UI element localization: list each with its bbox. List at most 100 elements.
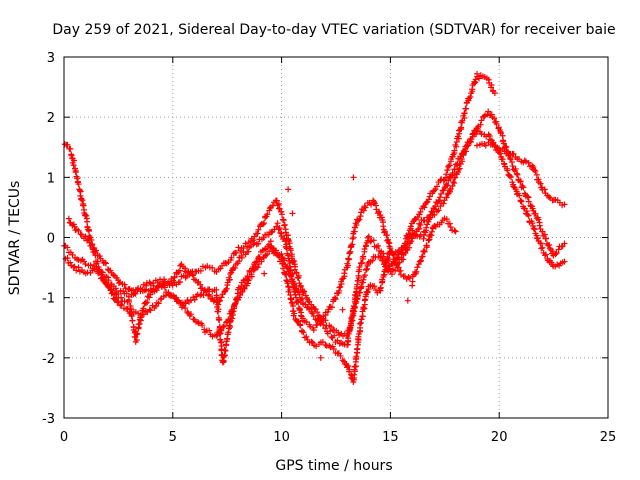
data-point: [537, 180, 544, 187]
data-point: [384, 254, 391, 261]
data-point: [126, 298, 133, 305]
data-point: [292, 291, 299, 298]
data-point: [235, 244, 242, 251]
x-tick-label: 15: [382, 430, 399, 445]
data-point: [434, 183, 441, 190]
data-point: [476, 75, 483, 82]
data-point: [395, 254, 402, 261]
data-point: [495, 124, 502, 131]
data-point: [273, 197, 280, 204]
data-point: [143, 286, 150, 293]
y-axis-title: SDTVAR / TECUs: [7, 181, 23, 296]
data-point: [255, 240, 262, 247]
data-point: [147, 307, 154, 314]
data-point: [189, 272, 196, 279]
data-point: [278, 211, 285, 218]
data-point: [435, 198, 442, 205]
data-point: [228, 254, 235, 261]
outlier-point: [261, 270, 268, 277]
data-point: [336, 284, 343, 291]
data-point: [272, 247, 279, 254]
data-point: [451, 166, 458, 173]
data-point: [75, 227, 82, 234]
data-point: [370, 198, 377, 205]
data-point: [493, 120, 500, 127]
data-point: [443, 171, 450, 178]
data-point: [378, 214, 385, 221]
data-point: [474, 127, 481, 134]
data-point: [375, 242, 382, 249]
data-point: [177, 278, 184, 285]
data-point: [328, 304, 335, 311]
data-point: [337, 283, 344, 290]
data-point: [429, 208, 436, 215]
data-point: [467, 93, 474, 100]
data-point: [122, 285, 129, 292]
data-point: [194, 319, 201, 326]
data-point: [82, 211, 89, 218]
data-point: [353, 298, 360, 305]
data-point: [286, 286, 293, 293]
data-point: [553, 250, 560, 257]
data-point: [360, 304, 367, 311]
data-point: [351, 371, 358, 378]
data-point: [287, 263, 294, 270]
data-point: [513, 170, 520, 177]
data-point: [423, 242, 430, 249]
data-point: [360, 253, 367, 260]
data-point: [407, 223, 414, 230]
data-point: [531, 166, 538, 173]
outlier-point: [317, 354, 324, 361]
grid-lines: [64, 57, 608, 418]
data-point: [358, 259, 365, 266]
data-point: [446, 162, 453, 169]
data-point: [392, 256, 399, 263]
x-tick-label: 5: [169, 430, 177, 445]
data-point: [385, 239, 392, 246]
data-point: [432, 203, 439, 210]
data-point: [238, 254, 245, 261]
data-point: [226, 276, 233, 283]
data-point: [229, 315, 236, 322]
data-point: [376, 208, 383, 215]
data-point: [64, 255, 71, 262]
data-point: [371, 283, 378, 290]
data-point: [289, 271, 296, 278]
data-point: [356, 320, 363, 327]
data-point: [405, 274, 412, 281]
data-point: [75, 181, 82, 188]
data-point: [93, 247, 100, 254]
data-point: [377, 254, 384, 261]
data-point: [474, 142, 481, 149]
data-point: [152, 286, 159, 293]
data-point: [308, 338, 315, 345]
data-point: [232, 264, 239, 271]
data-point: [350, 312, 357, 319]
data-point: [115, 280, 122, 287]
y-tick-label: 0: [47, 232, 55, 247]
data-point: [93, 266, 100, 273]
data-point: [248, 268, 255, 275]
data-point: [287, 267, 294, 274]
data-point: [108, 286, 115, 293]
data-point: [462, 143, 469, 150]
data-point: [318, 316, 325, 323]
data-point: [437, 203, 444, 210]
data-point: [232, 300, 239, 307]
data-point: [245, 248, 252, 255]
data-point: [437, 194, 444, 201]
data-point: [530, 225, 537, 232]
data-point: [443, 181, 450, 188]
data-point: [79, 197, 86, 204]
data-point: [470, 130, 477, 137]
x-tick-label: 25: [600, 430, 617, 445]
data-point: [123, 290, 130, 297]
data-point: [523, 158, 530, 165]
data-point: [539, 244, 546, 251]
data-point: [133, 331, 140, 338]
data-point: [213, 299, 220, 306]
data-point: [469, 88, 476, 95]
data-point: [377, 284, 384, 291]
data-point: [525, 212, 532, 219]
data-point: [129, 317, 136, 324]
